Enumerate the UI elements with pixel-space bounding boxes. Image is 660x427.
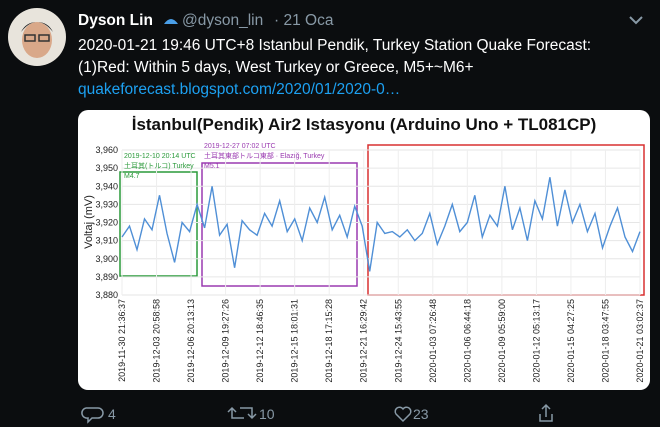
y-tick-label: 3,960: [95, 145, 118, 155]
green-annotation: M4.7: [124, 173, 140, 180]
y-tick-label: 3,940: [95, 181, 118, 191]
share-icon[interactable]: [539, 403, 553, 422]
x-tick-label: 2020-01-15 04:27:25: [566, 299, 576, 383]
x-tick-label: 2020-01-09 05:59:00: [497, 299, 507, 383]
x-tick-label: 2019-12-03 20:58:58: [152, 299, 162, 383]
user-handle[interactable]: @dyson_lin: [182, 12, 264, 29]
purple-annotation: 2019-12-27 07:02 UTC: [204, 143, 276, 150]
reply-icon[interactable]: [81, 407, 104, 424]
green-annotation: 2019-12-10 20:14 UTC: [124, 153, 196, 160]
purple-annotation: 土耳其東部トルコ東部 · Elazığ, Turkey: [204, 151, 325, 160]
x-tick-label: 2020-01-18 03:47:55: [600, 299, 610, 383]
tweet-link[interactable]: quakeforecast.blogspot.com/2020/01/2020-…: [78, 81, 401, 98]
cap-icon: [164, 19, 178, 24]
x-tick-label: 2019-12-21 16:29:42: [359, 299, 369, 383]
more-icon[interactable]: [628, 14, 644, 26]
green-annotation: 土耳其(トルコ) Turkey: [124, 161, 194, 170]
x-tick-label: 2019-11-30 21:36:37: [117, 299, 127, 382]
user-name[interactable]: Dyson Lin: [78, 12, 153, 29]
avatar[interactable]: [8, 8, 66, 66]
purple-annotation: M5.1: [204, 163, 220, 170]
y-tick-label: 3,930: [95, 199, 118, 209]
x-tick-label: 2020-01-12 05:13:17: [531, 299, 541, 383]
x-tick-label: 2020-01-21 03:02:37: [635, 299, 645, 383]
x-tick-label: 2019-12-18 17:15:28: [324, 299, 334, 383]
y-tick-label: 3,950: [95, 163, 118, 173]
x-tick-label: 2019-12-12 18:46:35: [255, 299, 265, 383]
x-tick-label: 2019-12-15 18:01:31: [290, 299, 300, 383]
retweet-count: 10: [259, 406, 275, 422]
like-icon[interactable]: [394, 406, 412, 423]
y-tick-label: 3,920: [95, 218, 118, 228]
like-count: 23: [413, 406, 429, 422]
tweet-text: 2020-01-21 19:46 UTC+8 Istanbul Pendik, …: [78, 37, 592, 54]
action-bar: 4 10 23: [81, 403, 553, 424]
tweet-date[interactable]: · 21 Oca: [274, 12, 334, 29]
x-tick-label: 2019-12-24 15:43:55: [393, 299, 403, 383]
purple-box: [201, 162, 358, 287]
x-tick-label: 2019-12-09 19:27:26: [221, 299, 231, 383]
tweet-text: (1)Red: Within 5 days, West Turkey or Gr…: [78, 59, 474, 76]
y-tick-label: 3,900: [95, 254, 118, 264]
y-tick-label: 3,890: [95, 272, 118, 282]
green-box: [119, 171, 198, 277]
retweet-icon[interactable]: [227, 406, 257, 420]
y-tick-label: 3,880: [95, 290, 118, 300]
reply-count: 4: [108, 406, 116, 422]
y-axis-label: Voltaj (mV): [83, 195, 95, 249]
voltage-line: [121, 177, 641, 272]
x-tick-label: 2020-01-06 06:44:18: [462, 299, 472, 383]
x-tick-label: 2020-01-03 07:26:48: [428, 299, 438, 383]
chart-title: İstanbul(Pendik) Air2 Istasyonu (Arduino…: [132, 115, 597, 134]
x-tick-label: 2019-12-06 20:13:13: [186, 299, 196, 383]
y-tick-label: 3,910: [95, 236, 118, 246]
